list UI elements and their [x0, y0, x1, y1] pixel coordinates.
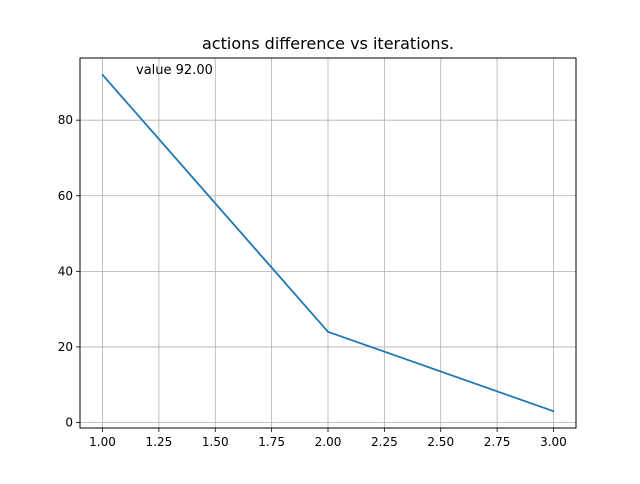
y-tick-label: 40 [58, 264, 73, 278]
value-annotation: value 92.00 [136, 63, 213, 78]
x-tick-label: 2.25 [371, 435, 398, 449]
x-tick-label: 1.75 [258, 435, 285, 449]
y-tick-label: 0 [65, 416, 73, 430]
chart-title: actions difference vs iterations. [202, 34, 454, 53]
y-tick-label: 80 [58, 113, 73, 127]
series-layer [101, 73, 555, 413]
y-tick-label: 60 [58, 189, 73, 203]
grid-layer [80, 58, 576, 428]
tick-layer: 1.00 1.25 1.50 1.75 2.00 2.25 2.50 2.75 3.00 0 20 4… [58, 113, 567, 449]
x-tick-label: 1.50 [202, 435, 229, 449]
x-tick-label: 1.25 [146, 435, 173, 449]
x-tick-label: 2.50 [427, 435, 454, 449]
x-tick-label: 2.00 [315, 435, 342, 449]
y-tick-label: 20 [58, 340, 73, 354]
data-point [552, 410, 555, 413]
x-tick-label: 3.00 [540, 435, 567, 449]
data-point [327, 330, 329, 333]
x-tick-label: 1.00 [89, 435, 116, 449]
data-point [101, 73, 104, 76]
x-tick-label: 2.75 [484, 435, 511, 449]
